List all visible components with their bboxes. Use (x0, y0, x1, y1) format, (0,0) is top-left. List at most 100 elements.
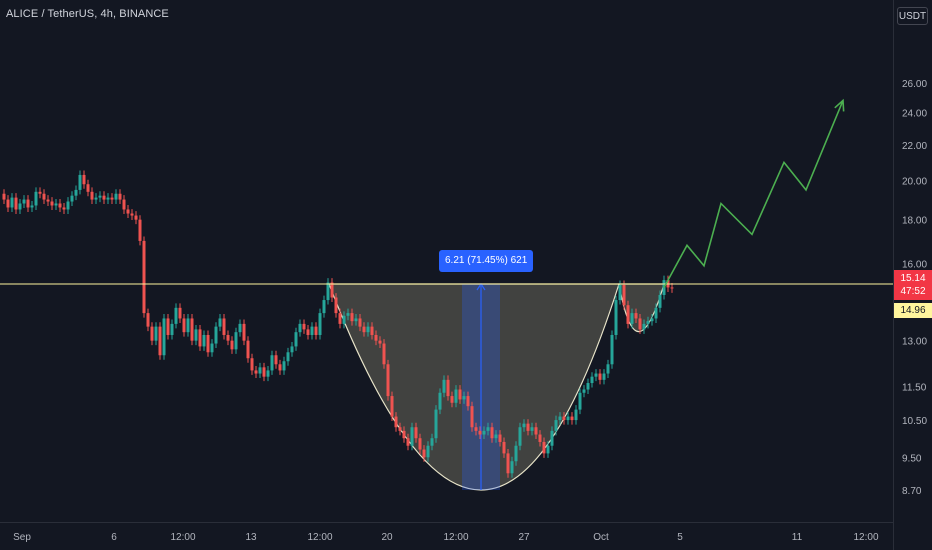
price-tick-label: 24.00 (902, 109, 927, 120)
candle-body (110, 197, 114, 200)
candle-body (82, 174, 86, 185)
candle-body (46, 199, 50, 202)
projection-path[interactable] (663, 98, 845, 288)
candle-body (630, 313, 634, 324)
candle-body (270, 355, 274, 371)
candle-body (486, 427, 490, 431)
last-price-badge: 14.96 (894, 303, 932, 318)
candle-body (206, 334, 210, 353)
candle-body (418, 438, 422, 450)
candle-body (574, 409, 578, 421)
time-tick-label: 27 (518, 532, 530, 543)
measure-tool[interactable] (462, 282, 500, 490)
candle-body (146, 313, 150, 327)
candle-body (474, 427, 478, 431)
candle-body (98, 195, 102, 198)
candle-body (150, 326, 154, 341)
candle-body (498, 434, 502, 442)
candle-body (586, 383, 590, 390)
chart-title: ALICE / TetherUS, 4h, BINANCE (6, 8, 169, 20)
candle-body (558, 416, 562, 421)
candle-body (14, 197, 18, 210)
candle-body (114, 193, 118, 200)
candle-body (374, 334, 378, 341)
bar-countdown: 47:52 (900, 286, 926, 297)
candle-body (102, 195, 106, 200)
candle-body (494, 434, 498, 439)
candle-body (562, 416, 566, 421)
candle-body (650, 318, 654, 322)
candle-body (182, 318, 186, 333)
candle-body (314, 326, 318, 335)
price-tick-label: 13.00 (902, 337, 927, 348)
candle-body (218, 318, 222, 327)
candle-body (322, 300, 326, 314)
candle-body (430, 438, 434, 446)
candle-body (386, 364, 390, 397)
candle-body (518, 427, 522, 446)
price-tick-label: 18.00 (902, 216, 927, 227)
candle-body (446, 379, 450, 397)
candle-body (6, 199, 10, 208)
candle-body (62, 207, 66, 210)
candle-body (598, 373, 602, 380)
price-tick-label: 16.00 (902, 259, 927, 270)
candle-body (606, 364, 610, 374)
candle-body (362, 326, 366, 333)
candle-body (222, 318, 226, 335)
candle-body (238, 323, 242, 333)
time-axis-border (0, 522, 893, 523)
projection-line[interactable] (663, 100, 844, 288)
currency-button[interactable]: USDT (897, 7, 928, 25)
candle-body (286, 352, 290, 362)
candle-body (2, 193, 6, 200)
candle-body (202, 334, 206, 347)
candle-body (302, 323, 306, 330)
candle-body (246, 340, 250, 359)
pattern-layer (328, 283, 665, 491)
candle-body (70, 195, 74, 202)
candle-body (438, 392, 442, 410)
candle-body (254, 370, 258, 374)
candle-body (186, 318, 190, 333)
candle-body (426, 445, 430, 458)
candle-body (10, 197, 14, 208)
candle-body (590, 376, 594, 384)
candle-body (130, 213, 134, 216)
candle-body (646, 321, 650, 324)
price-tick-label: 22.00 (902, 141, 927, 152)
time-tick-label: 11 (792, 532, 803, 543)
time-axis[interactable]: Sep 6 12:00 13 12:00 20 12:00 27 Oct 5 11 12:00 (13, 532, 879, 543)
candle-body (358, 318, 362, 327)
time-tick-label: 12:00 (853, 532, 878, 543)
candle-body (490, 427, 494, 439)
candle-body (538, 434, 542, 442)
candle-body (194, 329, 198, 341)
price-axis[interactable]: 26.00 24.00 22.00 20.00 18.00 16.00 13.00 11.50… (902, 79, 927, 497)
price-axis-border (893, 0, 894, 550)
candle-body (506, 453, 510, 474)
candle-body (334, 297, 338, 314)
candle-body (78, 174, 82, 190)
candle-body (22, 199, 26, 204)
candle-body (610, 334, 614, 365)
cup-pattern[interactable] (328, 283, 620, 491)
candle-body (326, 282, 330, 301)
candle-body (198, 329, 202, 347)
candle-body (614, 300, 618, 335)
candle-body (258, 367, 262, 374)
candle-body (242, 323, 246, 341)
candle-body (50, 201, 54, 206)
candle-body (122, 199, 126, 210)
candle-body (266, 370, 270, 377)
candle-body (546, 445, 550, 454)
candle-body (278, 364, 282, 371)
candle-body (66, 201, 70, 210)
candle-body (526, 423, 530, 431)
candle-body (290, 346, 294, 353)
candle-body (330, 282, 334, 298)
candle-body (174, 307, 178, 324)
candle-body (382, 343, 386, 365)
candle-body (378, 340, 382, 344)
